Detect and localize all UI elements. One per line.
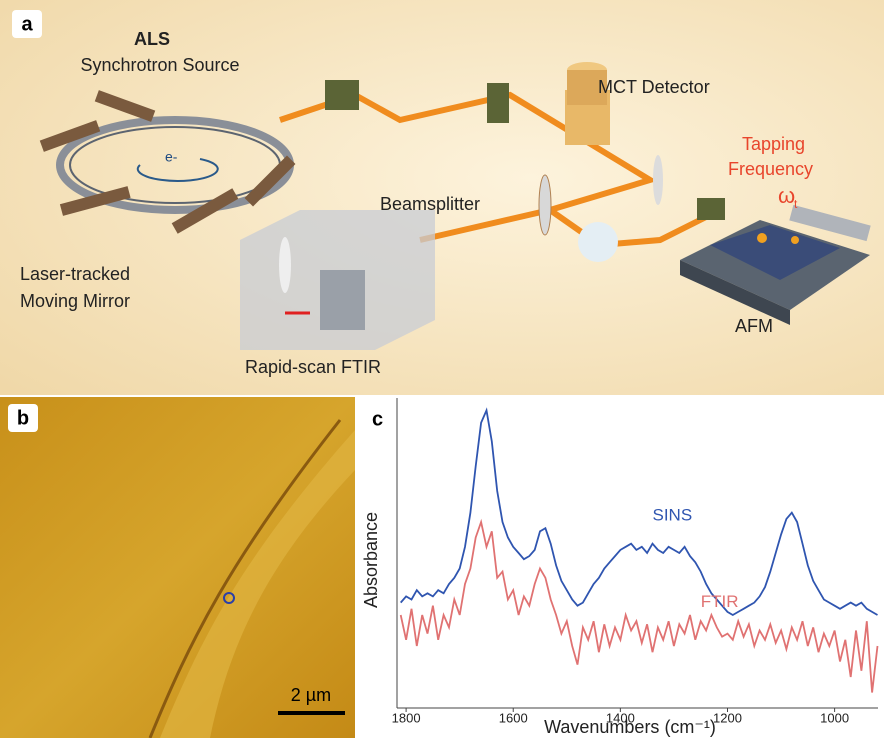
- beamsplitter: [539, 175, 551, 235]
- x-tick-label: 1200: [713, 710, 742, 725]
- source-subtitle: Synchrotron Source: [80, 55, 239, 75]
- mirror: [487, 83, 509, 123]
- panel-label: c: [372, 408, 383, 430]
- mirror-label: Moving Mirror: [20, 291, 130, 311]
- mct-detector: [565, 62, 610, 145]
- x-tick-label: 1400: [606, 710, 635, 725]
- panel-label: a: [21, 13, 33, 35]
- tapping-label: Frequency: [728, 159, 813, 179]
- x-tick-label: 1800: [392, 710, 421, 725]
- scale-bar-label: 2 µm: [291, 685, 331, 705]
- y-axis-label: Absorbance: [361, 512, 381, 608]
- electron-label: e-: [165, 149, 178, 165]
- detector-label: MCT Detector: [598, 77, 710, 97]
- source-title: ALS: [134, 29, 170, 49]
- ftir-label: Rapid-scan FTIR: [245, 357, 381, 377]
- mirror: [697, 198, 725, 220]
- panel-label: b: [17, 407, 29, 429]
- mirror: [653, 155, 663, 205]
- ftir-box: [240, 210, 435, 350]
- afm-label: AFM: [735, 316, 773, 336]
- tapping-label: Tapping: [742, 134, 805, 154]
- omega-symbol: ω: [778, 183, 795, 208]
- series-label: FTIR: [701, 592, 739, 611]
- mirror: [578, 222, 618, 262]
- mirror-label: Laser-tracked: [20, 264, 130, 284]
- beamsplitter-label: Beamsplitter: [380, 194, 480, 214]
- x-tick-label: 1000: [820, 710, 849, 725]
- series-line: [401, 410, 878, 615]
- series-label: SINS: [652, 505, 692, 524]
- page: a ALS Synchrotron Source e- MCT Detector…: [0, 0, 884, 738]
- x-tick-label: 1600: [499, 710, 528, 725]
- figure: a ALS Synchrotron Source e- MCT Detector…: [0, 0, 884, 738]
- mirror: [325, 80, 359, 110]
